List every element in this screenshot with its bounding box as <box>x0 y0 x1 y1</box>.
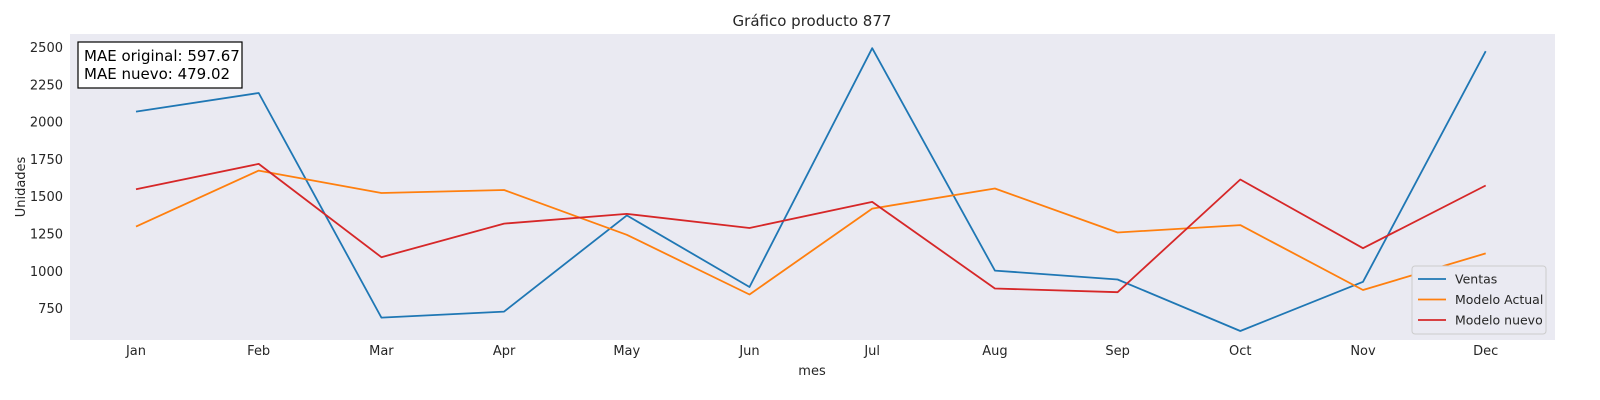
legend: Ventas Modelo Actual Modelo nuevo <box>1411 265 1547 335</box>
y-tick-label: 1000 <box>30 265 63 280</box>
legend-label: Ventas <box>1455 272 1497 287</box>
annotation-box <box>77 41 243 89</box>
y-tick-labels: 750 1000 1250 1500 1750 2000 2250 2500 <box>30 41 63 317</box>
y-tick-label: 2000 <box>30 116 63 131</box>
x-tick-label: Sep <box>1105 344 1130 359</box>
x-tick-label: May <box>613 344 640 359</box>
x-tick-label: Apr <box>493 344 516 359</box>
x-tick-label: Jan <box>125 344 146 359</box>
y-tick-label: 2500 <box>30 41 63 56</box>
x-tick-label: Dec <box>1473 344 1498 359</box>
x-tick-label: Oct <box>1229 344 1251 359</box>
plot-area <box>70 34 1555 340</box>
x-tick-label: Feb <box>247 344 270 359</box>
annotation-line-2: MAE nuevo: 479.02 <box>84 65 230 83</box>
legend-label: Modelo nuevo <box>1455 313 1543 328</box>
chart-title: Gráfico producto 877 <box>733 12 892 30</box>
y-tick-label: 750 <box>38 302 63 317</box>
x-tick-label: Jun <box>738 344 759 359</box>
annotation-line-1: MAE original: 597.67 <box>84 47 240 65</box>
x-tick-label: Aug <box>982 344 1007 359</box>
x-tick-label: Jul <box>863 344 880 359</box>
series-line <box>135 162 1487 294</box>
y-tick-label: 2250 <box>30 78 63 93</box>
mae-annotation: MAE original: 597.67 MAE nuevo: 479.02 <box>77 41 243 89</box>
x-axis-label: mes <box>798 364 826 379</box>
legend-label: Modelo Actual <box>1455 292 1543 307</box>
series-line <box>135 169 1486 296</box>
y-tick-label: 1250 <box>30 228 63 243</box>
y-tick-label: 1750 <box>30 153 63 168</box>
series-line <box>135 47 1487 332</box>
x-tick-label: Mar <box>369 344 394 359</box>
x-tick-label: Nov <box>1350 344 1376 359</box>
y-tick-label: 1500 <box>30 190 63 205</box>
x-tick-labels: Jan Feb Mar Apr May Jun Jul Aug Sep Oct Nov Dec <box>125 344 1498 359</box>
series-lines <box>135 47 1487 332</box>
y-axis-label: Unidades <box>14 156 29 217</box>
legend-box <box>1411 265 1547 335</box>
